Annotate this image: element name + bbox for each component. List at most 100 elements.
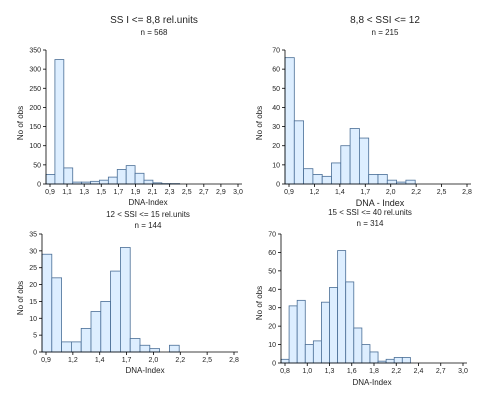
panel-4-bar-12 [369,351,379,364]
panel-3-y-tick-label: 35 [29,232,37,239]
panel-2-bar-3 [303,168,314,185]
panel-3-ylabel: No of obs [16,281,25,315]
panel-3-x-tick-label: 1,7 [122,357,132,364]
panel-2-bar-12 [386,179,397,185]
panel-4-y-tick-label: 50 [268,268,276,275]
panel-4-x-tick-label: 1,3 [325,368,335,375]
panel-3-bar-2 [51,277,62,353]
panel-2-bar-11 [377,174,388,185]
panel-2-ylabel: No of obs [255,106,264,140]
panel-1: SS I <= 8,8 rel.units n = 568 DNA-Index … [16,15,243,207]
panel-3-bar-1 [41,253,53,353]
panel-3-plot-area: 0 5 10 15 20 25 30 35 0,9 1,2 1,4 1,7 2,0 2,2 2,5 2,8 [29,232,239,365]
panel-1-y-tick-label: 300 [29,67,41,74]
panel-2-xlabel: DNA - Index [356,198,405,208]
panel-4-x-tick-label: 2,2 [391,368,401,375]
panel-4-bar-10 [353,327,363,364]
panel-3-y-tick-label: 20 [29,282,37,289]
panel-4-x-tick-label: 2,7 [436,368,446,375]
panel-2-y-tick-label: 0 [276,182,280,189]
panel-1-xlabel: DNA-Index [128,198,167,207]
panel-1-title: SS I <= 8,8 rel.units [110,15,198,26]
panel-3-bar-3 [61,341,72,353]
panel-3-bar-7 [100,301,112,353]
panel-2-bar-6 [331,162,342,185]
panel-4-bar-7 [329,287,339,364]
panel-4-bar-3 [296,299,306,364]
panel-4-y-tick-label: 20 [268,324,276,331]
panel-4-bar-6 [321,301,330,364]
panel-1-y-tick-label: 150 [29,124,41,131]
panel-4-plot-area: 0 10 20 30 40 50 60 70 0,8 1,0 1,3 1,6 1,8 2,2 2,4 2,7 3… [268,232,468,376]
panel-1-x-tick-label: 1,9 [131,189,141,196]
panel-4-subtitle: n = 314 [357,219,384,228]
panel-3-x-tick-label: 2,5 [202,357,212,364]
panel-1-x-tick-label: 3,0 [233,189,243,196]
panel-3-y-tick-label: 10 [29,316,37,323]
panel-4-bar-16 [401,357,411,364]
panel-2: 8,8 < SSI <= 12 n = 215 DNA - Index No o… [255,15,472,208]
panel-3-title: 12 < SSI <= 15 rel.units [106,210,190,219]
panel-3-y-tick-label: 25 [29,265,37,272]
panel-3-bar-9 [120,247,131,353]
panel-3-bar-14 [168,344,180,353]
panel-2-y-tick-label: 70 [272,48,280,55]
panel-2-x-tick-label: 2,0 [386,189,396,196]
panel-2-x-tick-label: 2,8 [462,189,472,196]
panel-3-y-tick-label: 5 [33,333,37,340]
panel-4-y-tick-label: 70 [268,232,276,239]
panel-4-bar-14 [385,358,395,364]
panel-1-y-tick-label: 250 [29,86,41,93]
panel-1-y-tick-label: 50 [33,162,41,169]
panel-4: 15 < SSI <= 40 rel.units n = 314 DNA-Ind… [255,208,468,387]
panel-2-bar-5 [321,175,332,185]
panel-1-x-tick-label: 2,1 [148,189,158,196]
panel-2-y-tick-label: 40 [272,105,280,112]
panel-1-bar-11 [134,172,145,185]
panel-2-bar-2 [293,120,304,185]
panel-2-bar-1 [284,57,295,185]
panel-4-y-tick-label: 0 [272,361,276,368]
panel-2-bar-7 [340,145,351,185]
panel-2-x-tick-label: 1,7 [360,189,370,196]
panel-2-title: 8,8 < SSI <= 12 [350,15,420,26]
panel-3-x-tick-label: 2,2 [175,357,185,364]
panel-4-bar-15 [393,357,403,364]
panel-4-x-tick-label: 2,4 [414,368,424,375]
panel-1-plot-area: 0 50 100 150 200 250 300 350 0,9 1,1 1,3 1,5 1,7 1,9 2… [29,48,243,197]
panel-1-x-tick-label: 1,1 [62,189,72,196]
panel-1-x-tick-label: 1,3 [79,189,89,196]
panel-4-bar-1 [280,358,290,364]
panel-3-bar-4 [71,341,82,353]
panel-2-bar-8 [349,128,360,185]
panel-3-y-tick-label: 30 [29,248,37,255]
panel-4-y-tick-label: 30 [268,305,276,312]
panel-2-subtitle: n = 215 [372,28,399,37]
panel-1-x-tick-label: 0,9 [45,189,55,196]
panel-3-x-tick-label: 2,0 [149,357,159,364]
panel-3-y-tick-label: 15 [29,299,37,306]
panel-2-x-tick-label: 0,9 [284,189,294,196]
panel-1-bar-10 [125,165,136,185]
panel-1-y-tick-label: 100 [29,143,41,150]
panel-3-bar-12 [149,348,161,353]
panel-1-x-tick-label: 1,7 [113,189,123,196]
panel-3-bar-6 [90,311,102,353]
panel-1-y-tick-label: 350 [29,48,41,55]
panel-4-x-tick-label: 1,8 [369,368,379,375]
panel-1-subtitle: n = 568 [141,28,168,37]
panel-3-bar-8 [110,270,121,353]
panel-2-y-tick-label: 10 [272,162,280,169]
panel-3-x-tick-label: 2,8 [229,357,239,364]
panel-4-y-tick-label: 10 [268,342,276,349]
panel-4-xlabel: DNA-Index [352,378,391,387]
panel-1-ylabel: No of obs [16,106,25,140]
panel-4-bar-5 [312,340,322,364]
panel-3-bar-5 [80,327,92,353]
panel-1-bar-2 [54,59,65,185]
panel-4-x-tick-label: 0,8 [280,368,290,375]
panel-4-x-tick-label: 3,0 [458,368,468,375]
panel-2-bar-10 [368,174,379,185]
panel-1-bar-7 [99,179,109,185]
